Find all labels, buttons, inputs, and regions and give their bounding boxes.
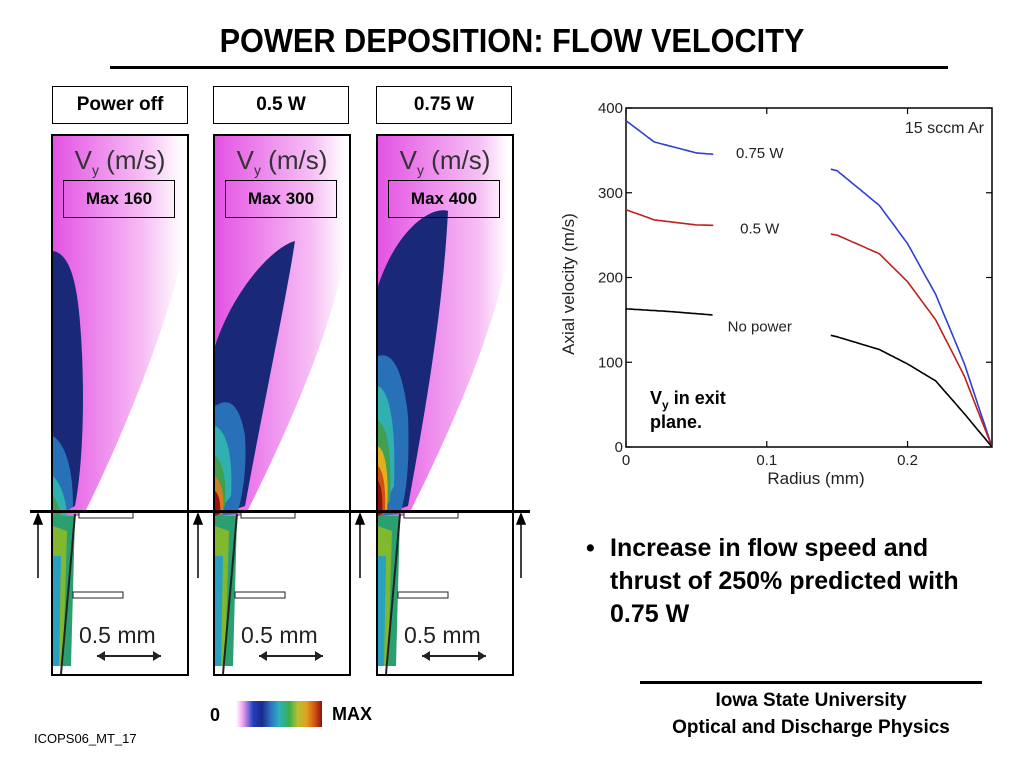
- chart-annotation-gas: 15 sccm Ar: [905, 120, 985, 137]
- colorbar-max-label: MAX: [332, 704, 372, 724]
- series-line: [625, 120, 714, 156]
- vy-label: Vy (m/s): [236, 145, 328, 179]
- max-value-box: Max 160: [63, 180, 175, 218]
- exit-plane-line: [30, 510, 530, 513]
- colorbar-min-label: 0: [210, 705, 221, 725]
- series-line: [830, 168, 993, 448]
- chart-annotation-box: Vy in exit plane.: [650, 388, 726, 432]
- slide-id: ICOPS06_MT_17: [34, 731, 137, 746]
- scale-label: 0.5 mm: [404, 622, 481, 648]
- y-tick-label: 100: [598, 354, 623, 371]
- title-divider: [110, 66, 948, 69]
- bullet-text: Increase in flow speed and thrust of 250…: [610, 534, 959, 628]
- y-tick-label: 400: [598, 100, 623, 117]
- x-tick-label: 0.2: [897, 452, 918, 469]
- series-line: [625, 208, 714, 227]
- max-value-box: Max 400: [388, 180, 500, 218]
- series-line: [625, 308, 713, 316]
- colorbar: [236, 701, 322, 727]
- panel-label-0-75w: 0.75 W: [376, 86, 512, 124]
- x-tick-label: 0.1: [756, 452, 777, 469]
- series-line: [830, 334, 993, 448]
- page-title: POWER DEPOSITION: FLOW VELOCITY: [219, 22, 805, 59]
- y-tick-label: 0: [615, 439, 623, 456]
- footer-institution: Iowa State University: [715, 690, 907, 711]
- x-tick-label: 0: [622, 452, 630, 469]
- series-line: [830, 233, 993, 448]
- vy-label: Vy (m/s): [74, 145, 166, 179]
- footer-group: Optical and Discharge Physics: [672, 717, 950, 738]
- series-label: 0.5 W: [740, 220, 780, 237]
- velocity-contour-plot: [215, 136, 345, 674]
- y-tick-label: 200: [598, 270, 623, 287]
- vy-label: Vy (m/s): [399, 145, 491, 179]
- panel-label-0-5w: 0.5 W: [213, 86, 349, 124]
- chart-series: 0.75 W 0.5 W No power: [625, 120, 993, 448]
- panel-label-power-off: Power off: [52, 86, 188, 124]
- footer-divider: [640, 681, 982, 684]
- x-axis-label: Radius (mm): [767, 469, 864, 488]
- contour-panel-power-off: Vy (m/s) Max 160 0.5 mm: [51, 134, 189, 676]
- scale-label: 0.5 mm: [79, 622, 156, 648]
- contour-panel-0-5w: Vy (m/s) Max 300 0.5 mm: [213, 134, 351, 676]
- y-axis-label: Axial velocity (m/s): [560, 213, 578, 355]
- y-tick-label: 300: [598, 185, 623, 202]
- max-value-box: Max 300: [225, 180, 337, 218]
- scale-label: 0.5 mm: [241, 622, 318, 648]
- contour-panel-0-75w: Vy (m/s) Max 400 0.5 mm: [376, 134, 514, 676]
- series-label: 0.75 W: [736, 145, 784, 162]
- velocity-contour-plot: [378, 136, 508, 674]
- bullet-dot: •: [586, 534, 595, 562]
- axial-velocity-chart: 0 100 200 300 400 0 0.1 0.2 0.75 W 0.5 W No power…: [560, 100, 993, 488]
- series-label: No power: [728, 319, 792, 336]
- velocity-contour-plot: [53, 136, 183, 674]
